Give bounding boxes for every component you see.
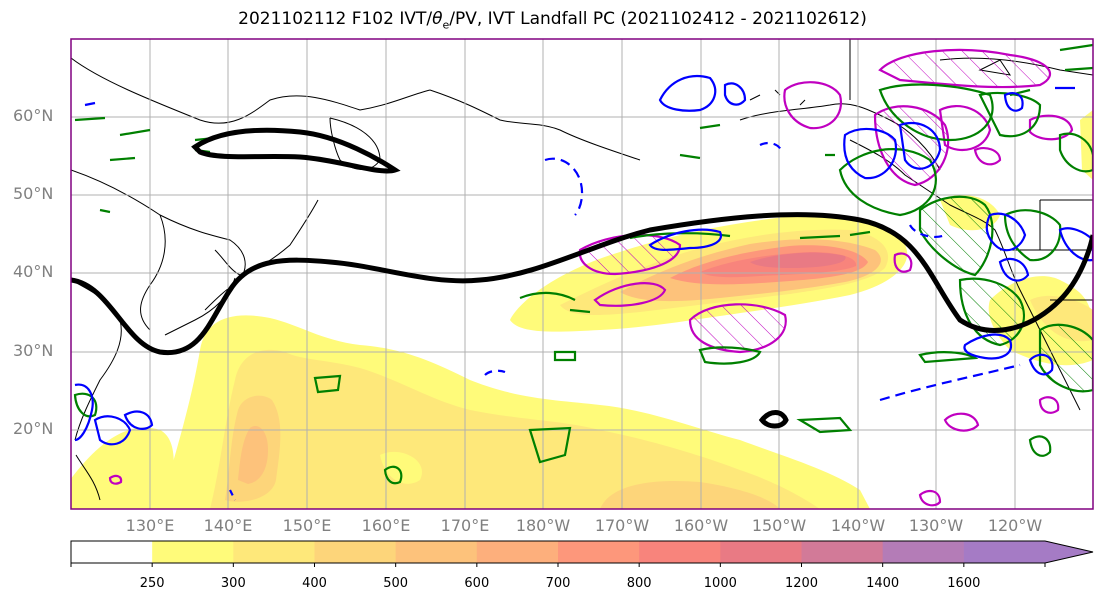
lon-label: 170°E xyxy=(440,516,490,535)
lon-label: 140°W xyxy=(830,516,886,535)
lat-label-20: 20°N xyxy=(13,419,54,438)
lon-label: 170°W xyxy=(594,516,650,535)
lon-label: 160°E xyxy=(361,516,411,535)
lat-label-40: 40°N xyxy=(13,262,54,281)
colorbar-level-label: 500 xyxy=(383,576,409,591)
colorbar-level-label: 1200 xyxy=(784,576,819,591)
lon-label: 120°W xyxy=(987,516,1043,535)
title-theta: θ xyxy=(432,9,443,29)
colorbar-swatch xyxy=(720,541,802,563)
lon-label: 130°E xyxy=(125,516,175,535)
colorbar-extend-arrow xyxy=(1045,541,1093,563)
colorbar-level-label: 1000 xyxy=(703,576,737,591)
colorbar-level-label: 400 xyxy=(302,576,327,591)
colorbar-swatch xyxy=(152,541,234,563)
figure-title: 2021102112 F102 IVT/θe/PV, IVT Landfall … xyxy=(0,9,1105,31)
colorbar-swatch xyxy=(558,541,640,563)
colorbar-swatch xyxy=(882,541,965,563)
colorbar-swatch xyxy=(963,541,1045,563)
green-contours xyxy=(73,43,1093,485)
lon-label: 160°W xyxy=(673,516,729,535)
colorbar-level-label: 250 xyxy=(139,576,165,591)
colorbar-level-label: 1400 xyxy=(866,576,900,591)
lat-label-60: 60°N xyxy=(13,106,54,125)
colorbar-swatch xyxy=(639,541,721,563)
colorbar-swatch xyxy=(476,541,559,563)
lon-label: 180°W xyxy=(515,516,571,535)
title-run: 2021102112 F102 IVT/ xyxy=(238,9,433,29)
lat-label-50: 50°N xyxy=(13,184,54,203)
colorbar-level-label: 300 xyxy=(220,576,246,591)
colorbar-level-label: 600 xyxy=(464,576,490,591)
colorbar-swatch xyxy=(801,541,884,563)
colorbar-level-label: 700 xyxy=(545,576,571,591)
map-frame xyxy=(70,38,1094,510)
title-rest: /PV, IVT Landfall PC (2021102412 - 20211… xyxy=(449,9,867,29)
pc-landfall-contour xyxy=(71,127,1093,429)
colorbar-outline xyxy=(70,540,1094,564)
colorbar-swatch xyxy=(233,541,315,563)
title-theta-subscript: e xyxy=(442,18,450,32)
lon-label: 130°W xyxy=(908,516,964,535)
colorbar-swatch xyxy=(71,541,153,563)
lon-label: 140°E xyxy=(203,516,253,535)
colorbar-swatch xyxy=(395,541,478,563)
colorbar xyxy=(70,540,1094,567)
colorbar-swatch xyxy=(314,541,397,563)
lat-label-30: 30°N xyxy=(13,341,54,360)
lon-label: 150°W xyxy=(751,516,807,535)
lon-label: 150°E xyxy=(282,516,332,535)
blue-contours xyxy=(74,74,1093,501)
colorbar-level-label: 800 xyxy=(626,576,652,591)
colorbar-level-label: 1600 xyxy=(947,576,981,591)
